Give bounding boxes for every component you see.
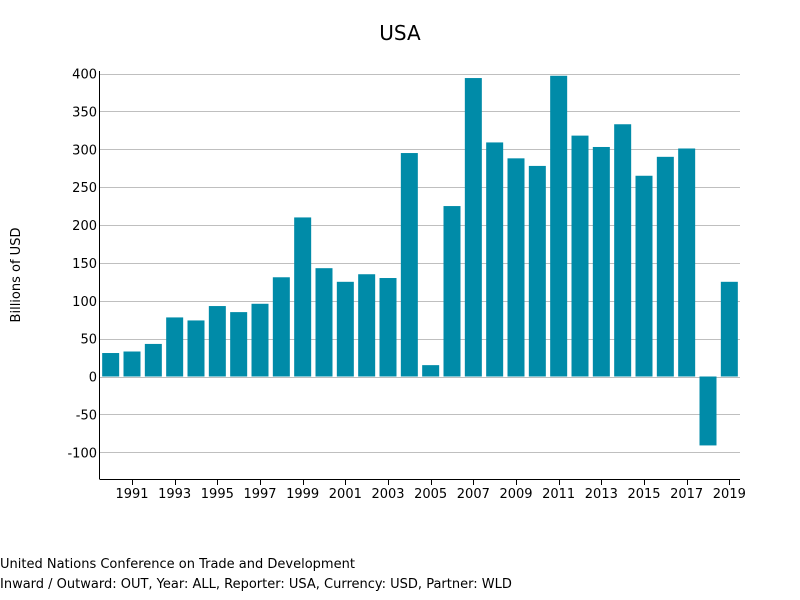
bar-2005 (422, 365, 440, 377)
y-tick-label: 250 (72, 181, 97, 196)
x-tick-label: 1997 (243, 487, 276, 502)
bar-1994 (187, 320, 205, 377)
x-tick-label: 1991 (115, 487, 148, 502)
y-axis-title: Billions of USD (9, 228, 24, 323)
bar-2003 (379, 278, 397, 377)
x-tick-label: 2001 (329, 487, 362, 502)
y-tick-label: 100 (72, 295, 97, 310)
y-tick-label: 400 (72, 68, 97, 83)
bar-2010 (528, 165, 546, 377)
footer-source: United Nations Conference on Trade and D… (0, 557, 355, 572)
bar-2017 (678, 148, 696, 377)
y-tick-label: 50 (80, 333, 97, 348)
x-tick-label: 2019 (713, 487, 746, 502)
y-tick-label: -50 (76, 408, 97, 423)
bar-2006 (443, 206, 461, 377)
y-tick-label: 0 (89, 371, 97, 386)
bar-2019 (720, 281, 738, 377)
x-tick-label: 2007 (457, 487, 490, 502)
y-tick-label: 150 (72, 257, 97, 272)
x-tick-label: 1999 (286, 487, 319, 502)
x-tick-label: 2003 (371, 487, 404, 502)
bar-2004 (400, 153, 418, 377)
y-tick-label: 200 (72, 219, 97, 234)
x-tick-label: 2011 (542, 487, 575, 502)
bar-1993 (166, 317, 184, 377)
bar-2018 (699, 376, 717, 446)
bar-2016 (656, 156, 674, 377)
bar-2014 (614, 124, 632, 377)
bar-2002 (358, 274, 376, 377)
bar-2015 (635, 175, 653, 377)
bar-2007 (464, 78, 482, 377)
bar-2013 (592, 146, 610, 377)
bar-1997 (251, 303, 269, 377)
x-tick-label: 2013 (585, 487, 618, 502)
chart-title: USA (379, 21, 421, 45)
bar-2011 (550, 75, 568, 377)
x-tick-label: 2015 (627, 487, 660, 502)
bar-2008 (486, 142, 504, 377)
bar-1998 (272, 277, 290, 377)
bar-1999 (294, 217, 312, 377)
bar-2000 (315, 268, 333, 377)
bar-1991 (123, 351, 141, 377)
footer-parameters: Inward / Outward: OUT, Year: ALL, Report… (0, 577, 512, 592)
x-tick-label: 1995 (201, 487, 234, 502)
y-tick-label: 300 (72, 143, 97, 158)
y-tick-label: 350 (72, 105, 97, 120)
gridlines (100, 74, 740, 453)
x-tick-label: 2009 (499, 487, 532, 502)
bar-1992 (144, 343, 162, 377)
x-tick-labels: 1991 1993 1995 1997 1999 2001 2003 2005 2007 2009… (115, 487, 745, 502)
y-tick-label: -100 (67, 446, 97, 461)
bar-2001 (336, 281, 354, 377)
bar-2012 (571, 135, 589, 377)
bar-1990 (102, 353, 120, 377)
bar-1996 (230, 312, 248, 377)
x-tick-label: 2017 (670, 487, 703, 502)
y-tick-labels: -100 -50 0 50 100 150 200 250 300 350 400 (67, 68, 97, 462)
x-tick-label: 1993 (158, 487, 191, 502)
axes (99, 71, 740, 485)
bar-2009 (507, 158, 525, 377)
x-tick-label: 2005 (414, 487, 447, 502)
bar-1995 (208, 306, 226, 377)
bars (102, 75, 738, 446)
